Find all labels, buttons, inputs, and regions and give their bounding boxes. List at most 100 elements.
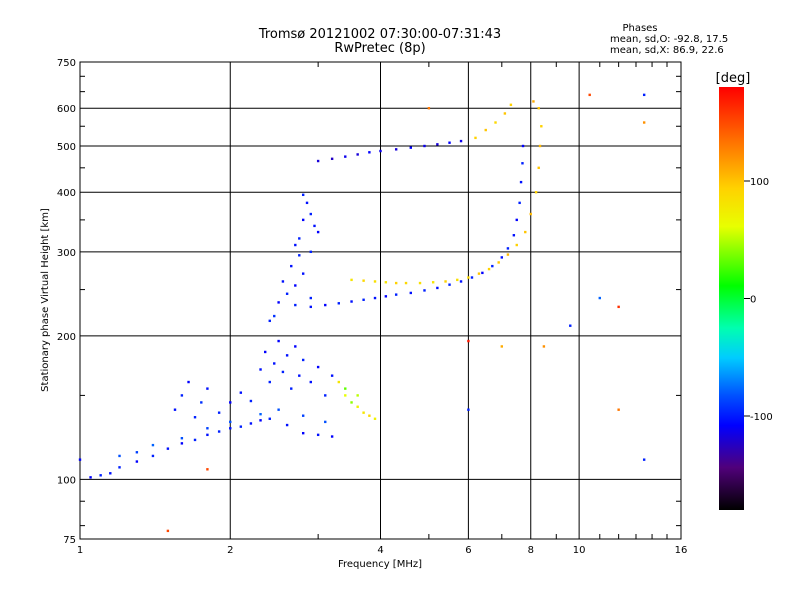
y-tick-label: 300	[57, 248, 76, 259]
scatter-point	[294, 243, 297, 247]
x-axis-label: Frequency [MHz]	[338, 559, 422, 570]
scatter-point	[166, 529, 170, 533]
scatter-point	[135, 451, 139, 454]
scatter-point	[384, 281, 388, 284]
scatter-point	[151, 454, 155, 458]
scatter-point	[193, 438, 197, 442]
scatter-point	[285, 423, 289, 427]
scatter-point	[301, 358, 305, 362]
scatter-point	[373, 280, 377, 283]
scatter-point	[474, 136, 477, 140]
scatter-point	[281, 280, 285, 283]
scatter-point	[509, 103, 513, 107]
scatter-point	[459, 280, 463, 283]
scatter-point	[290, 387, 293, 390]
scatter-point	[588, 93, 591, 97]
scatter-point	[309, 380, 312, 384]
scatter-point	[423, 289, 426, 292]
scatter-point	[301, 431, 305, 435]
scatter-point	[229, 420, 232, 424]
scatter-point	[423, 144, 426, 148]
scatter-point	[532, 100, 535, 103]
scatter-point	[537, 166, 540, 170]
scatter-point	[379, 149, 382, 153]
scatter-point	[206, 468, 209, 471]
scatter-point	[298, 254, 301, 257]
scatter-point	[487, 267, 491, 271]
scatter-point	[494, 121, 497, 124]
scatter-point	[277, 301, 280, 304]
scatter-point	[135, 460, 139, 463]
scatter-point	[301, 193, 305, 197]
scatter-point	[373, 417, 377, 420]
scatter-point	[529, 212, 532, 216]
colorbar-ticks: -100 0 100	[744, 177, 773, 423]
scatter-point	[99, 474, 102, 477]
scatter-point	[281, 370, 285, 374]
scatter-point	[217, 430, 221, 433]
scatter-point	[497, 261, 500, 264]
scatter-point	[515, 218, 518, 222]
scatter-point	[206, 427, 209, 430]
scatter-point	[512, 234, 516, 237]
scatter-point	[217, 411, 221, 414]
scatter-point	[316, 365, 320, 369]
x-tick-label: 10	[573, 545, 586, 556]
scatter-point	[316, 159, 320, 163]
scatter-point	[519, 180, 523, 184]
scatter-point	[537, 107, 540, 110]
colorbar	[719, 87, 744, 510]
scatter-point	[459, 139, 463, 143]
scatter-point	[362, 411, 365, 414]
scatter-point	[268, 380, 271, 384]
scatter-point	[491, 264, 494, 268]
scatter-point	[418, 281, 422, 285]
scatter-point	[467, 408, 470, 411]
scatter-point	[617, 408, 620, 411]
chart-subtitle: RwPretec (8p)	[334, 41, 425, 56]
scatter-point	[503, 112, 507, 115]
scatter-point	[273, 314, 276, 318]
colorbar-label: [deg]	[716, 71, 751, 86]
scatter-point	[313, 224, 316, 228]
scatter-point	[151, 443, 155, 447]
scatter-point	[409, 146, 412, 149]
scatter-point	[394, 148, 398, 151]
scatter-point	[518, 201, 521, 205]
scatter-point	[538, 144, 542, 148]
scatter-point	[362, 298, 365, 301]
scatter-point	[431, 281, 435, 284]
scatter-point	[350, 401, 353, 404]
scatter-point	[259, 419, 262, 422]
scatter-point	[344, 394, 347, 397]
scatter-point	[350, 300, 353, 303]
scatter-point	[427, 107, 431, 110]
scatter-point	[448, 283, 451, 286]
scatter-point	[394, 293, 398, 296]
scatter-point	[506, 247, 510, 250]
scatter-point	[309, 250, 312, 254]
scatter-point	[305, 201, 309, 205]
scatter-point	[206, 387, 209, 390]
x-tick-label: 16	[675, 545, 688, 556]
phases-header: Phases	[622, 23, 657, 34]
colorbar-tick-label: -100	[750, 412, 773, 423]
y-tick-label: 750	[57, 58, 76, 69]
scatter-point	[259, 412, 262, 416]
scatter-point	[642, 93, 646, 97]
x-tick-label: 8	[528, 545, 534, 556]
scatter-point	[500, 256, 504, 259]
scatter-point	[301, 414, 305, 417]
x-ticks: 1 2 4 6 8 10 16	[77, 62, 688, 556]
scatter-point	[309, 305, 312, 309]
scatter-point	[384, 295, 388, 298]
scatter-point	[78, 458, 82, 461]
scatter-point	[173, 408, 177, 411]
scatter-point	[540, 125, 543, 128]
scatter-point	[285, 292, 289, 295]
scatter-point	[356, 394, 359, 397]
scatter-point	[193, 416, 197, 419]
scatter-point	[166, 447, 170, 450]
scatter-point	[180, 442, 184, 445]
